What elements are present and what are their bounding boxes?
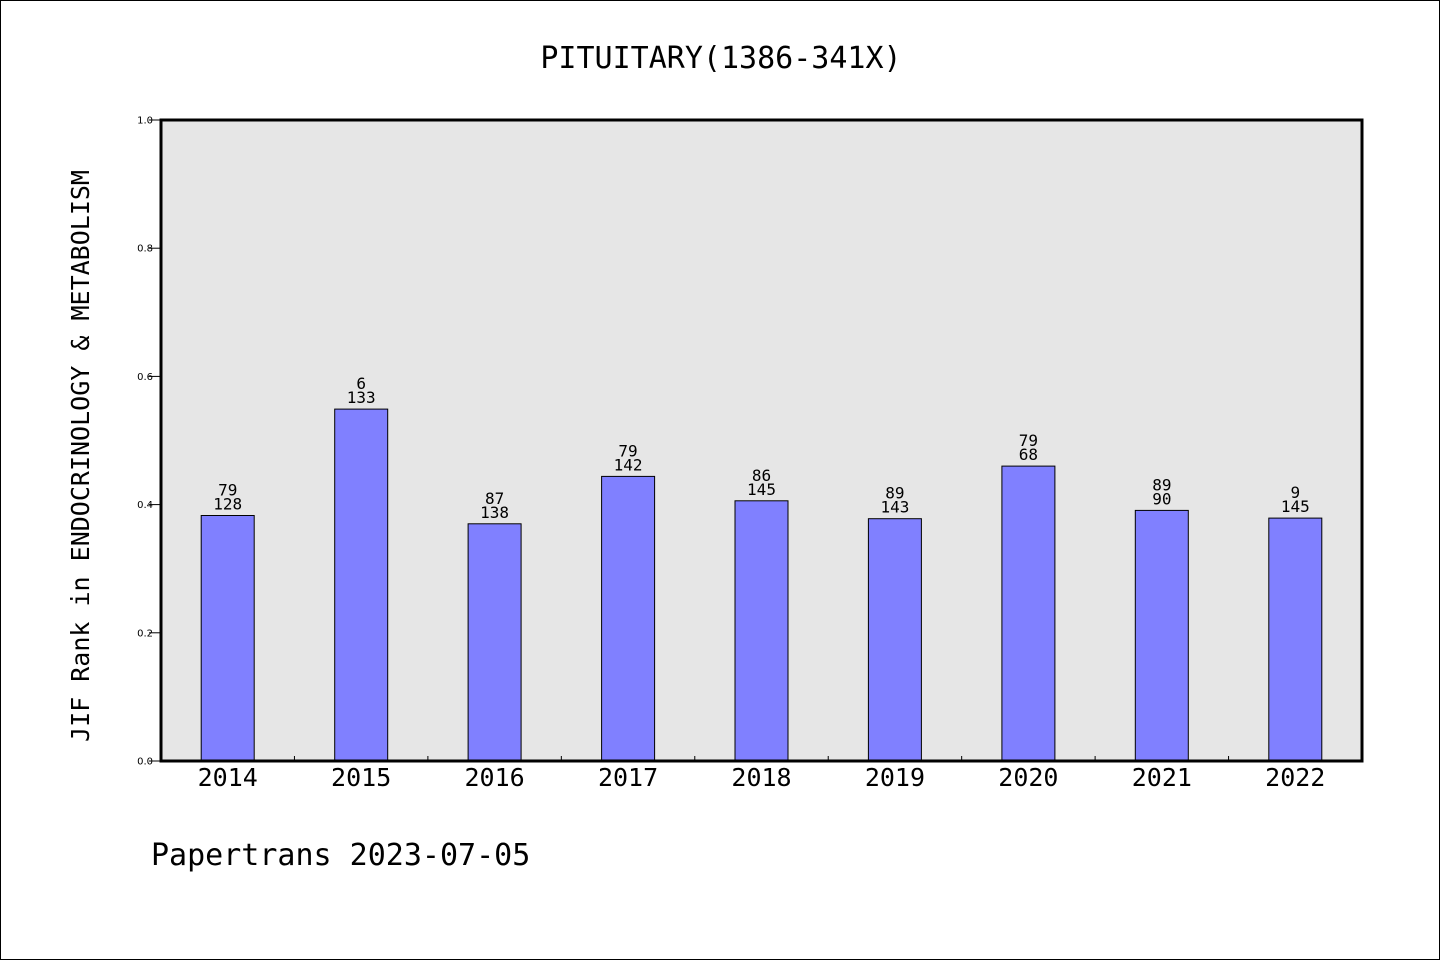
y-axis: 0.0 0.2 0.4 0.6 0.8 1.0 [137, 116, 161, 768]
y-tick-label: 1.0 [137, 116, 153, 127]
data-label-bottom-2022: 145 [1281, 497, 1310, 516]
data-label-bottom-2016: 138 [480, 503, 509, 522]
data-label-top-2014: 79 [218, 481, 237, 500]
y-tick-label: 0.6 [137, 372, 153, 383]
y-tick-label: 0.0 [137, 757, 153, 768]
data-label-bottom-2017: 142 [614, 455, 643, 474]
data-label-bottom-2018: 145 [747, 480, 776, 499]
data-label-top-2017: 79 [618, 441, 637, 460]
bar-2020 [1001, 465, 1056, 762]
x-tick-label-2019: 2019 [865, 763, 925, 792]
y-tick-label: 0.2 [137, 628, 153, 639]
data-label-bottom-2019: 143 [880, 498, 909, 517]
x-tick-label-2014: 2014 [198, 763, 258, 792]
y-axis-label: JIF Rank in ENDOCRINOLOGY & METABOLISM [66, 170, 95, 742]
x-tick-label-2017: 2017 [598, 763, 658, 792]
data-label-top-2020: 79 [1019, 431, 1038, 450]
bar-2021 [1134, 509, 1189, 762]
x-tick-label-2015: 2015 [331, 763, 391, 792]
bar-2015 [334, 408, 389, 762]
bar-2017 [601, 475, 656, 762]
data-label-top-2021: 89 [1152, 475, 1171, 494]
data-label-top-2018: 86 [752, 466, 771, 485]
x-axis: 2014 2015 2016 2017 2018 2019 2020 2021 2022 [198, 756, 1325, 792]
data-label-top-2015: 6 [356, 374, 366, 393]
bar-2019 [867, 518, 922, 762]
data-label-top-2019: 89 [885, 484, 904, 503]
data-label-top-2022: 9 [1290, 483, 1300, 502]
bar-2014 [200, 515, 255, 762]
x-tick-label-2016: 2016 [465, 763, 525, 792]
bar-2018 [734, 500, 789, 762]
data-label-top-2016: 87 [485, 489, 504, 508]
y-tick-label: 0.4 [137, 500, 153, 511]
x-tick-label-2020: 2020 [998, 763, 1058, 792]
x-tick-label-2022: 2022 [1265, 763, 1325, 792]
bar-2016 [467, 523, 522, 762]
y-tick-label: 0.8 [137, 244, 153, 255]
data-label-bottom-2020: 68 [1019, 445, 1038, 464]
data-label-bottom-2015: 133 [347, 388, 376, 407]
bar-2022 [1268, 517, 1323, 762]
data-label-bottom-2014: 128 [213, 495, 242, 514]
footer-text: Papertrans 2023-07-05 [151, 838, 530, 873]
plot-frame [159, 118, 1364, 763]
x-tick-label-2018: 2018 [731, 763, 791, 792]
chart-title: PITUITARY(1386-341X) [540, 41, 901, 76]
x-tick-label-2021: 2021 [1132, 763, 1192, 792]
data-label-bottom-2021: 90 [1152, 489, 1171, 508]
bars-group [200, 408, 1323, 762]
